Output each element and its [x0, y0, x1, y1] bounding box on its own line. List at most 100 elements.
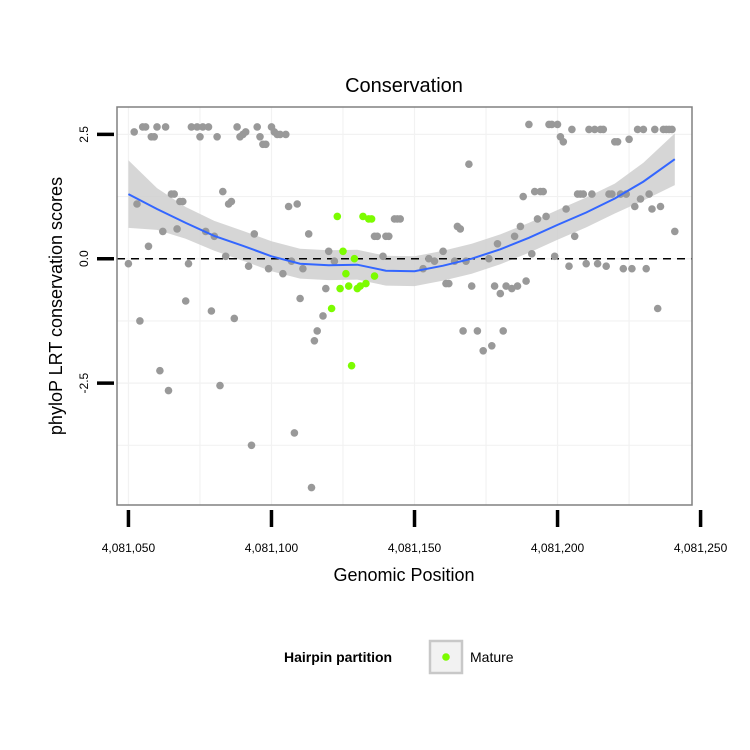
- legend-key-mature-point: [442, 653, 450, 661]
- data-point-other: [553, 120, 562, 129]
- data-point-other: [216, 381, 224, 390]
- data-point-other: [307, 483, 316, 492]
- data-point-other: [161, 123, 170, 131]
- y-tick-label: 2.5: [77, 126, 91, 143]
- data-point-other: [170, 190, 178, 198]
- loess-fit-line: [127, 158, 676, 273]
- data-point-other: [199, 123, 207, 131]
- y-axis-title: phyloP LRT conservation scores: [46, 177, 66, 435]
- data-point-other: [290, 429, 299, 437]
- data-point-mature: [339, 247, 347, 256]
- data-point-other: [322, 284, 330, 293]
- data-point-other: [330, 257, 339, 266]
- x-tick-label: 4,081,200: [531, 541, 585, 555]
- data-point-other: [593, 259, 602, 268]
- data-point-mature: [344, 282, 353, 290]
- data-point-other: [264, 264, 273, 273]
- confidence-band-area: [128, 133, 675, 287]
- data-point-other: [253, 123, 261, 131]
- data-point-other: [628, 264, 636, 273]
- data-point-mature: [347, 361, 356, 370]
- data-point-other: [299, 264, 307, 273]
- data-point-other: [519, 192, 527, 201]
- data-point-other: [156, 366, 164, 375]
- data-point-other: [456, 225, 465, 233]
- data-point-other: [241, 128, 250, 136]
- data-point-other: [233, 123, 241, 131]
- data-point-other: [181, 297, 190, 305]
- data-point-mature: [327, 304, 336, 313]
- data-point-other: [207, 307, 216, 315]
- data-point-other: [221, 252, 230, 261]
- data-point-other: [496, 289, 505, 298]
- data-point-other: [184, 259, 193, 268]
- data-point-other: [562, 205, 570, 213]
- data-point-other: [639, 125, 648, 134]
- data-point-mature: [359, 212, 367, 221]
- x-tick-label: 4,081,250: [674, 541, 728, 555]
- data-point-mature: [342, 269, 350, 278]
- data-point-other: [425, 254, 433, 263]
- data-point-other: [319, 312, 327, 320]
- data-point-other: [227, 197, 236, 206]
- data-point-other: [565, 262, 573, 271]
- data-point-other: [164, 386, 173, 395]
- data-point-other: [510, 232, 519, 241]
- data-point-other: [631, 202, 639, 211]
- data-point-other: [653, 304, 662, 313]
- data-point-other: [508, 284, 516, 293]
- data-point-other: [467, 282, 476, 290]
- data-point-other: [528, 250, 536, 258]
- data-point-other: [247, 441, 256, 450]
- data-point-other: [645, 190, 653, 198]
- data-point-other: [479, 347, 488, 355]
- data-point-other: [256, 133, 264, 141]
- plot-panel-border: [116, 106, 693, 506]
- data-point-other: [445, 279, 453, 288]
- data-point-other: [539, 187, 547, 196]
- data-point-other: [656, 202, 665, 211]
- data-point-other: [136, 317, 144, 325]
- data-point-other: [651, 125, 659, 134]
- data-point-other: [430, 257, 439, 266]
- data-point-other: [439, 247, 447, 256]
- data-point-other: [608, 190, 616, 198]
- data-point-other: [502, 282, 510, 290]
- data-point-other: [473, 327, 482, 335]
- data-point-other: [671, 227, 679, 236]
- data-point-other: [548, 120, 556, 129]
- data-point-other: [150, 133, 158, 141]
- other-points: [124, 120, 679, 492]
- data-point-other: [513, 282, 522, 290]
- data-point-other: [250, 230, 259, 238]
- data-point-other: [179, 197, 187, 206]
- data-point-other: [133, 200, 141, 208]
- data-point-mature: [333, 212, 342, 221]
- data-point-other: [533, 215, 542, 223]
- data-point-other: [599, 125, 608, 134]
- legend-label-mature: Mature: [470, 649, 514, 665]
- data-point-other: [296, 294, 304, 303]
- data-point-other: [568, 125, 576, 134]
- data-point-other: [153, 123, 161, 131]
- data-point-other: [262, 140, 270, 149]
- data-point-other: [625, 135, 633, 144]
- data-point-other: [282, 130, 290, 139]
- confidence-band: [128, 133, 675, 287]
- data-point-other: [516, 222, 525, 231]
- data-point-other: [173, 225, 181, 233]
- data-point-other: [373, 232, 382, 241]
- data-point-other: [485, 254, 493, 263]
- data-point-other: [144, 242, 153, 251]
- data-point-other: [465, 160, 473, 168]
- x-axis-ticks: 4,081,050 4,081,100 4,081,150 4,081,200 4,08…: [102, 510, 728, 555]
- data-point-other: [213, 133, 221, 141]
- data-point-other: [219, 187, 227, 196]
- y-tick-label: 0.0: [77, 250, 91, 267]
- x-tick-label: 4,081,150: [388, 541, 442, 555]
- data-point-other: [602, 262, 610, 271]
- data-point-other: [530, 187, 539, 196]
- data-point-mature: [336, 284, 344, 293]
- data-point-other: [293, 200, 302, 208]
